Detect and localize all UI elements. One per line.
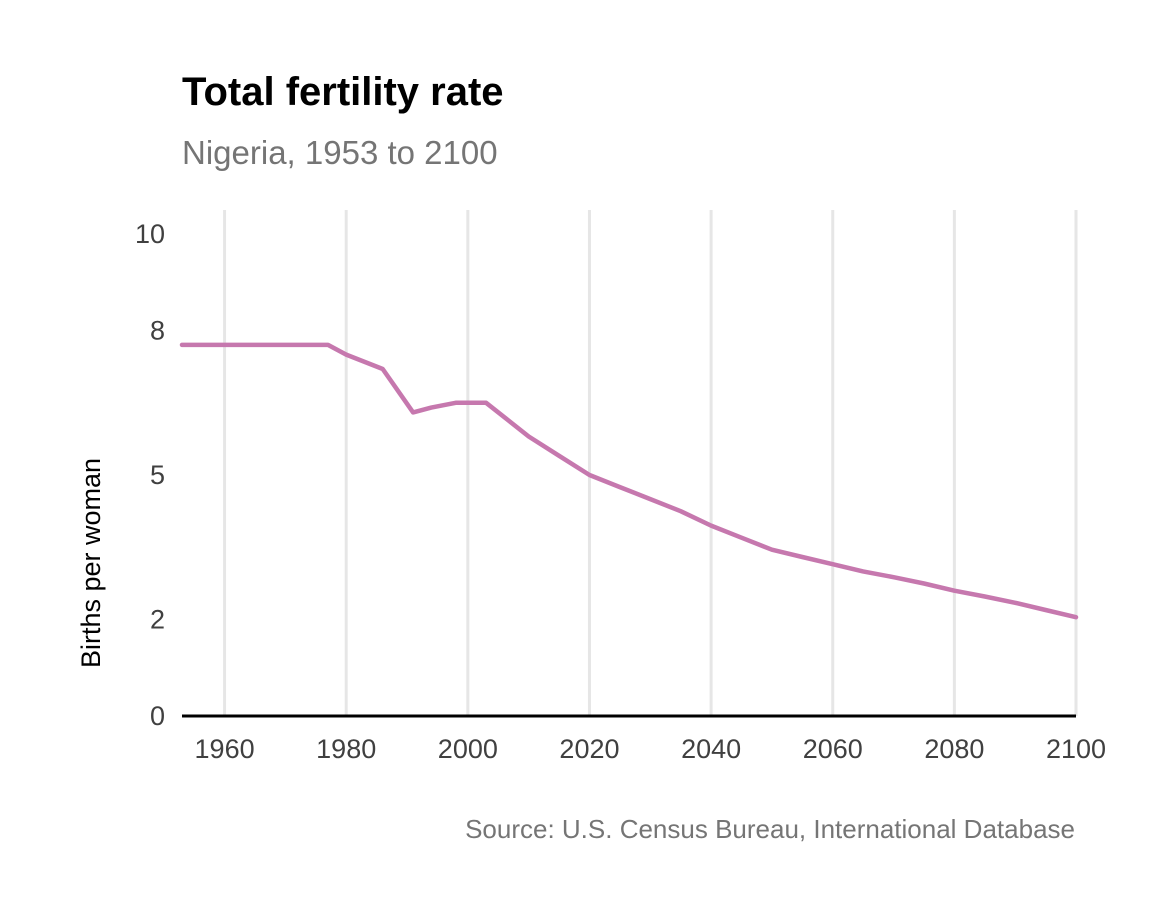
x-tick-labels: 1960 1980 2000 2020 2040 2060 2080 2100 [195,734,1107,764]
y-tick-label: 5 [150,460,165,490]
x-tick-label: 2040 [681,734,741,764]
y-tick-label: 8 [150,315,165,345]
y-tick-label: 10 [135,219,165,249]
grid-lines [223,210,1078,716]
x-tick-label: 2080 [924,734,984,764]
source-note: Source: U.S. Census Bureau, Internationa… [465,814,1075,844]
chart-title: Total fertility rate [182,70,504,114]
chart-subtitle: Nigeria, 1953 to 2100 [182,134,498,171]
x-tick-label: 1980 [316,734,376,764]
x-tick-label: 2000 [438,734,498,764]
y-tick-labels: 0 2 5 8 10 [135,219,165,731]
x-tick-label: 1960 [195,734,255,764]
x-tick-label: 2020 [559,734,619,764]
x-tick-label: 2060 [803,734,863,764]
series-line-0 [179,342,1079,620]
x-tick-label: 2100 [1046,734,1106,764]
y-tick-label: 2 [150,605,165,635]
series-group [179,342,1079,620]
y-axis-label: Births per woman [76,458,106,668]
y-tick-label: 0 [150,701,165,731]
